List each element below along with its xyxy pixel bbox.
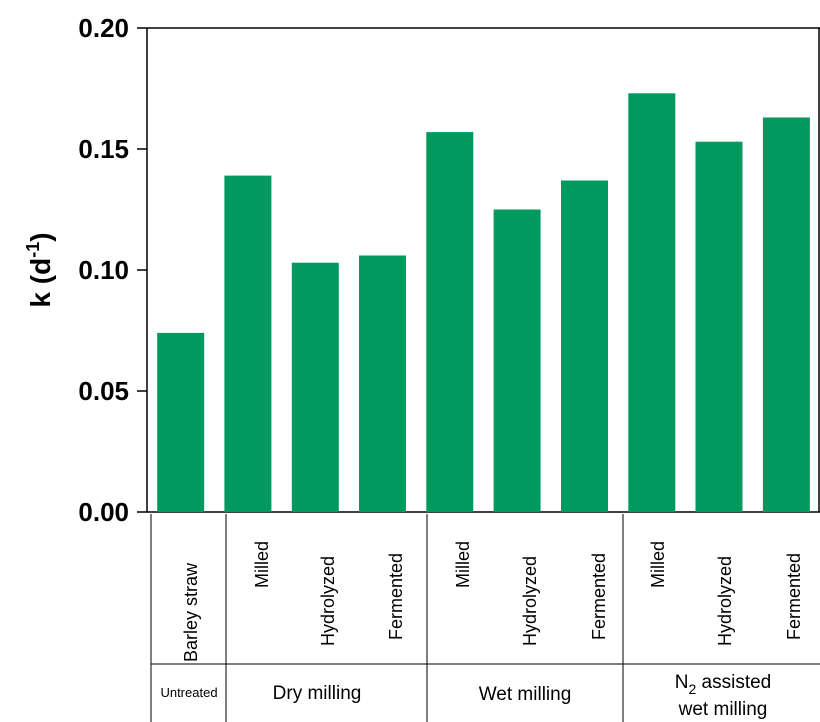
- y-tick-label: 0.15: [78, 134, 129, 164]
- category-labels: Barley straw Milled Hydrolyzed Fermented…: [181, 541, 804, 662]
- y-tick-label: 0.00: [78, 497, 129, 527]
- category-label: Hydrolyzed: [318, 556, 338, 646]
- y-tick-label: 0.10: [78, 255, 129, 285]
- bar-1: [157, 332, 205, 512]
- group-label: Dry milling: [273, 683, 362, 704]
- category-label: Fermented: [784, 553, 804, 640]
- category-label: Hydrolyzed: [520, 556, 540, 646]
- group-label: Wet milling: [479, 684, 572, 705]
- bar-8: [628, 93, 676, 513]
- bar-4: [359, 255, 406, 512]
- bar-10: [762, 117, 810, 512]
- y-ticks: 0.00 0.05 0.10 0.15 0.20: [78, 13, 147, 527]
- bar-9: [695, 141, 743, 512]
- category-label: Barley straw: [181, 562, 201, 662]
- bar-6: [493, 209, 541, 512]
- bar-3: [291, 262, 339, 512]
- category-label: Hydrolyzed: [715, 556, 735, 646]
- group-label-line2: wet milling: [678, 699, 768, 720]
- bar-2: [224, 175, 272, 512]
- group-label: Untreated: [160, 685, 217, 700]
- category-label: Fermented: [386, 553, 406, 640]
- y-tick-label: 0.20: [78, 13, 129, 43]
- group-label: N2 assisted: [675, 672, 772, 697]
- group-labels: Untreated Dry milling Wet milling N2 ass…: [160, 672, 771, 720]
- category-table: [150, 514, 820, 722]
- category-label: Fermented: [589, 553, 609, 640]
- y-axis-label: k (d-1): [23, 232, 56, 307]
- category-label: Milled: [453, 541, 473, 588]
- category-label: Milled: [648, 541, 668, 588]
- bar-7: [561, 180, 608, 512]
- bars-group: [157, 93, 810, 513]
- bar-5: [426, 132, 474, 512]
- y-tick-label: 0.05: [78, 376, 129, 406]
- category-label: Milled: [252, 541, 272, 588]
